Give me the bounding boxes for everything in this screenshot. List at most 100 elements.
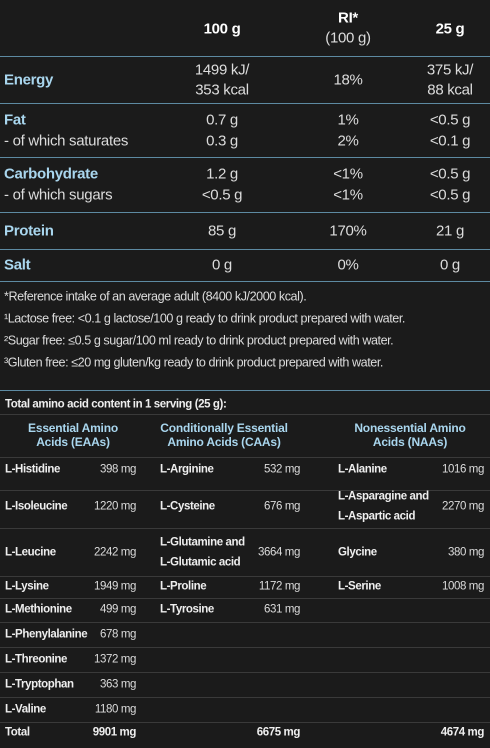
amino-amount: 398 mg xyxy=(100,463,136,476)
cell: 1499 kJ/ xyxy=(194,61,250,79)
amino-title: Total amino acid content in 1 serving (2… xyxy=(5,398,227,411)
row-label: - of which sugars xyxy=(4,186,113,204)
amino-amount: 380 mg xyxy=(448,546,484,559)
rule xyxy=(0,249,490,250)
cell: 0.3 g xyxy=(206,132,238,150)
row-label: Protein xyxy=(4,222,54,240)
amino-name: L-Alanine xyxy=(338,463,387,476)
amino-amount: 532 mg xyxy=(264,463,300,476)
cell: 0 g xyxy=(212,256,232,274)
total: 6675 mg xyxy=(256,726,301,739)
rule xyxy=(0,622,490,623)
cell: 353 kcal xyxy=(195,81,249,99)
amino-amount: 1172 mg xyxy=(258,580,301,593)
col-head: RI* xyxy=(338,9,358,27)
amino-name: L-Valine xyxy=(5,703,46,716)
amino-name: L-Tyrosine xyxy=(160,603,214,616)
amino-amount: 631 mg xyxy=(264,603,300,616)
amino-amount: 1949 mg xyxy=(94,580,136,593)
amino-name: L-Isoleucine xyxy=(5,500,68,513)
amino-amount: 1016 mg xyxy=(442,463,484,476)
rule xyxy=(0,56,490,57)
amino-name: L-Glutamic acid xyxy=(160,556,241,569)
row-label: Fat xyxy=(4,111,26,129)
rule xyxy=(0,722,490,723)
rule xyxy=(0,598,490,599)
amino-name: L-Cysteine xyxy=(160,500,215,513)
cell: <1% xyxy=(333,165,363,183)
column-head: Acids (NAAs) xyxy=(372,435,448,449)
rule xyxy=(0,697,490,698)
amino-name: L-Phenylalanine xyxy=(5,628,88,641)
amino-amount: 2242 mg xyxy=(94,546,136,559)
cell: <0.5 g xyxy=(429,186,471,204)
rule xyxy=(0,457,490,458)
amino-name: L-Asparagine and xyxy=(338,490,429,503)
column-head: Acids (EAAs) xyxy=(36,435,110,449)
cell: 1.2 g xyxy=(206,165,238,183)
rule xyxy=(0,157,490,158)
cell: <0.5 g xyxy=(429,165,471,183)
amino-name: L-Methionine xyxy=(5,603,72,616)
footnote: ¹Lactose free: <0.1 g lactose/100 g read… xyxy=(4,311,405,326)
col-head: 25 g xyxy=(435,20,465,38)
amino-amount: 1008 mg xyxy=(442,580,484,593)
total: 4674 mg xyxy=(440,726,485,739)
footnote: *Reference intake of an average adult (8… xyxy=(4,289,307,304)
cell: 375 kJ/ xyxy=(426,61,474,79)
column-head: Amino Acids (CAAs) xyxy=(167,435,281,449)
amino-name: Glycine xyxy=(338,546,377,559)
col-head: 100 g xyxy=(203,20,241,38)
column-head: Essential Amino xyxy=(28,421,118,435)
amino-name: L-Serine xyxy=(338,580,381,593)
rule xyxy=(0,647,490,648)
cell: 0 g xyxy=(440,256,460,274)
cell: <1% xyxy=(333,186,363,204)
cell: 0% xyxy=(337,256,359,274)
amino-amount: 499 mg xyxy=(100,603,136,616)
cell: 1% xyxy=(337,111,359,129)
cell: 88 kcal xyxy=(427,81,473,99)
amino-amount: 1372 mg xyxy=(94,653,136,666)
amino-name: L-Histidine xyxy=(5,463,61,476)
total: 9901 mg xyxy=(92,726,137,739)
rule xyxy=(0,212,490,213)
column-head: Nonessential Amino xyxy=(354,421,466,435)
amino-name: L-Proline xyxy=(160,580,207,593)
amino-name: L-Leucine xyxy=(5,546,56,559)
cell: 2% xyxy=(337,132,359,150)
amino-name: L-Threonine xyxy=(5,653,68,666)
rule xyxy=(0,281,490,282)
footnote: ³Gluten free: ≤20 mg gluten/kg ready to … xyxy=(4,355,383,370)
row-label: - of which saturates xyxy=(4,132,129,150)
amino-amount: 676 mg xyxy=(264,500,300,513)
cell: 18% xyxy=(333,71,363,89)
amino-amount: 1220 mg xyxy=(94,500,136,513)
cell: <0.5 g xyxy=(201,186,243,204)
footnote: ²Sugar free: ≤0.5 g sugar/100 ml ready t… xyxy=(4,333,394,348)
rule xyxy=(0,528,490,529)
cell: <0.5 g xyxy=(429,111,471,129)
amino-name: L-Glutamine and xyxy=(160,536,245,549)
row-label: Salt xyxy=(4,256,31,274)
amino-amount: 2270 mg xyxy=(442,500,484,513)
rule xyxy=(0,576,490,577)
rule xyxy=(0,103,490,104)
cell: 170% xyxy=(329,222,367,240)
row-label: Carbohydrate xyxy=(4,165,98,183)
cell: 85 g xyxy=(208,222,236,240)
amino-name: L-Lysine xyxy=(5,580,49,593)
amino-amount: 363 mg xyxy=(100,678,136,691)
total-label: Total xyxy=(5,726,30,739)
row-label: Energy xyxy=(4,71,54,89)
amino-amount: 1180 mg xyxy=(94,703,137,716)
amino-amount: 3664 mg xyxy=(258,546,300,559)
column-head: Conditionally Essential xyxy=(160,421,288,435)
rule xyxy=(0,414,490,415)
amino-amount: 678 mg xyxy=(100,628,136,641)
cell: <0.1 g xyxy=(429,132,471,150)
cell: 21 g xyxy=(436,222,464,240)
col-head: (100 g) xyxy=(325,29,371,47)
amino-name: L-Aspartic acid xyxy=(338,510,416,523)
